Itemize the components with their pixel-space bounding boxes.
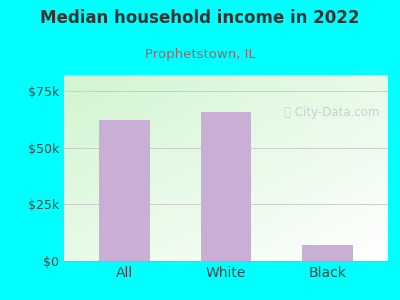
Bar <box>201 112 251 261</box>
Bar <box>100 120 150 261</box>
Text: ⌖ City-Data.com: ⌖ City-Data.com <box>284 106 380 119</box>
Text: Median household income in 2022: Median household income in 2022 <box>40 9 360 27</box>
Text: Prophetstown, IL: Prophetstown, IL <box>145 48 255 61</box>
Bar <box>302 245 352 261</box>
